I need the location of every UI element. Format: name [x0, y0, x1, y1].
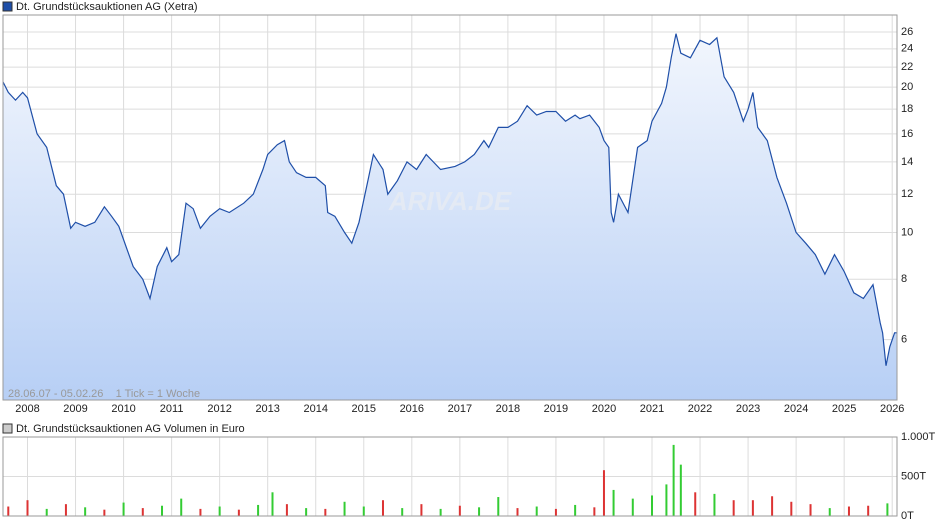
x-tick-label: 2022 — [688, 403, 712, 415]
volume-title: Dt. Grundstücksauktionen AG Volumen in E… — [16, 423, 245, 435]
y-tick-label: 8 — [901, 273, 907, 285]
x-tick-label: 2026 — [880, 403, 904, 415]
y-tick-label: 1.000T — [901, 431, 936, 443]
date-range: 28.06.07 - 05.02.26 1 Tick = 1 Woche — [8, 388, 200, 400]
volume-bar — [343, 501, 346, 516]
volume-bar — [257, 504, 260, 516]
volume-bar — [828, 508, 831, 516]
x-tick-label: 2021 — [640, 403, 664, 415]
volume-bar — [218, 506, 221, 516]
volume-bar — [651, 495, 654, 516]
x-tick-label: 2020 — [592, 403, 616, 415]
volume-bar — [84, 507, 87, 516]
volume-bar — [672, 444, 675, 516]
volume-bar — [305, 508, 308, 516]
legend-swatch — [2, 1, 13, 12]
area-fill — [3, 33, 897, 400]
volume-bar — [790, 501, 793, 516]
price-line — [2, 33, 897, 366]
volume-bar — [593, 507, 596, 516]
x-tick-label: 2010 — [111, 403, 135, 415]
volume-bar — [45, 508, 48, 516]
x-tick-label: 2025 — [832, 403, 856, 415]
volume-bar — [751, 500, 754, 516]
volume-bar — [381, 500, 384, 516]
legend-swatch — [2, 423, 13, 434]
y-tick-label: 12 — [901, 188, 913, 200]
volume-bar — [64, 504, 67, 516]
volume-bar — [362, 506, 365, 516]
volume-bar — [679, 464, 682, 516]
y-tick-label: 22 — [901, 61, 913, 73]
volume-bar — [439, 508, 442, 516]
volume-bar — [458, 505, 461, 516]
x-tick-label: 2008 — [15, 403, 39, 415]
x-tick-label: 2023 — [736, 403, 760, 415]
volume-bar — [7, 506, 10, 516]
volume-bar — [324, 508, 327, 516]
y-tick-label: 0T — [901, 510, 914, 522]
y-tick-label: 14 — [901, 156, 913, 168]
volume-bar — [103, 509, 106, 516]
y-tick-label: 16 — [901, 128, 913, 140]
x-tick-label: 2009 — [63, 403, 87, 415]
x-tick-label: 2016 — [400, 403, 424, 415]
volume-bar — [285, 504, 288, 516]
volume-bar — [602, 470, 605, 516]
volume-bar — [732, 500, 735, 516]
volume-bar — [694, 492, 697, 516]
volume-bar — [886, 503, 889, 516]
volume-bar — [122, 502, 125, 516]
volume-bar — [535, 506, 538, 516]
volume-bar — [867, 505, 870, 516]
volume-bar — [713, 493, 716, 516]
x-tick-label: 2011 — [160, 403, 184, 415]
volume-bar — [401, 508, 404, 516]
volume-bar — [478, 507, 481, 516]
volume-bar — [554, 508, 557, 516]
volume-bar — [847, 506, 850, 516]
plot-frame — [2, 14, 898, 401]
volume-bar — [199, 508, 202, 516]
x-tick-label: 2017 — [448, 403, 472, 415]
volume-bar — [665, 484, 668, 516]
x-tick-label: 2019 — [544, 403, 568, 415]
volume-bar — [271, 492, 274, 516]
x-tick-label: 2013 — [255, 403, 279, 415]
y-tick-label: 6 — [901, 334, 907, 346]
y-tick-label: 24 — [901, 43, 913, 55]
y-tick-label: 10 — [901, 226, 913, 238]
volume-bar — [771, 496, 774, 516]
y-tick-label: 20 — [901, 81, 913, 93]
x-tick-label: 2024 — [784, 403, 808, 415]
volume-bar — [26, 500, 29, 516]
volume-bar — [180, 498, 183, 516]
volume-bar — [809, 504, 812, 516]
x-tick-label: 2014 — [303, 403, 327, 415]
volume-bar — [516, 508, 519, 516]
x-tick-label: 2012 — [207, 403, 231, 415]
volume-bar — [631, 498, 634, 516]
volume-bar — [420, 504, 423, 516]
chart-title: Dt. Grundstücksauktionen AG (Xetra) — [16, 1, 198, 13]
x-tick-label: 2015 — [352, 403, 376, 415]
volume-bar — [141, 508, 144, 516]
volume-bar — [497, 497, 500, 516]
volume-bar — [612, 489, 615, 516]
watermark: ARIVA.DE — [388, 186, 512, 216]
volume-bar — [161, 505, 164, 516]
x-tick-label: 2018 — [496, 403, 520, 415]
y-tick-label: 500T — [901, 470, 926, 482]
plot-frame — [2, 436, 898, 517]
y-tick-label: 18 — [901, 103, 913, 115]
volume-bar — [574, 504, 577, 516]
volume-bar — [237, 509, 240, 516]
y-tick-label: 26 — [901, 26, 913, 38]
